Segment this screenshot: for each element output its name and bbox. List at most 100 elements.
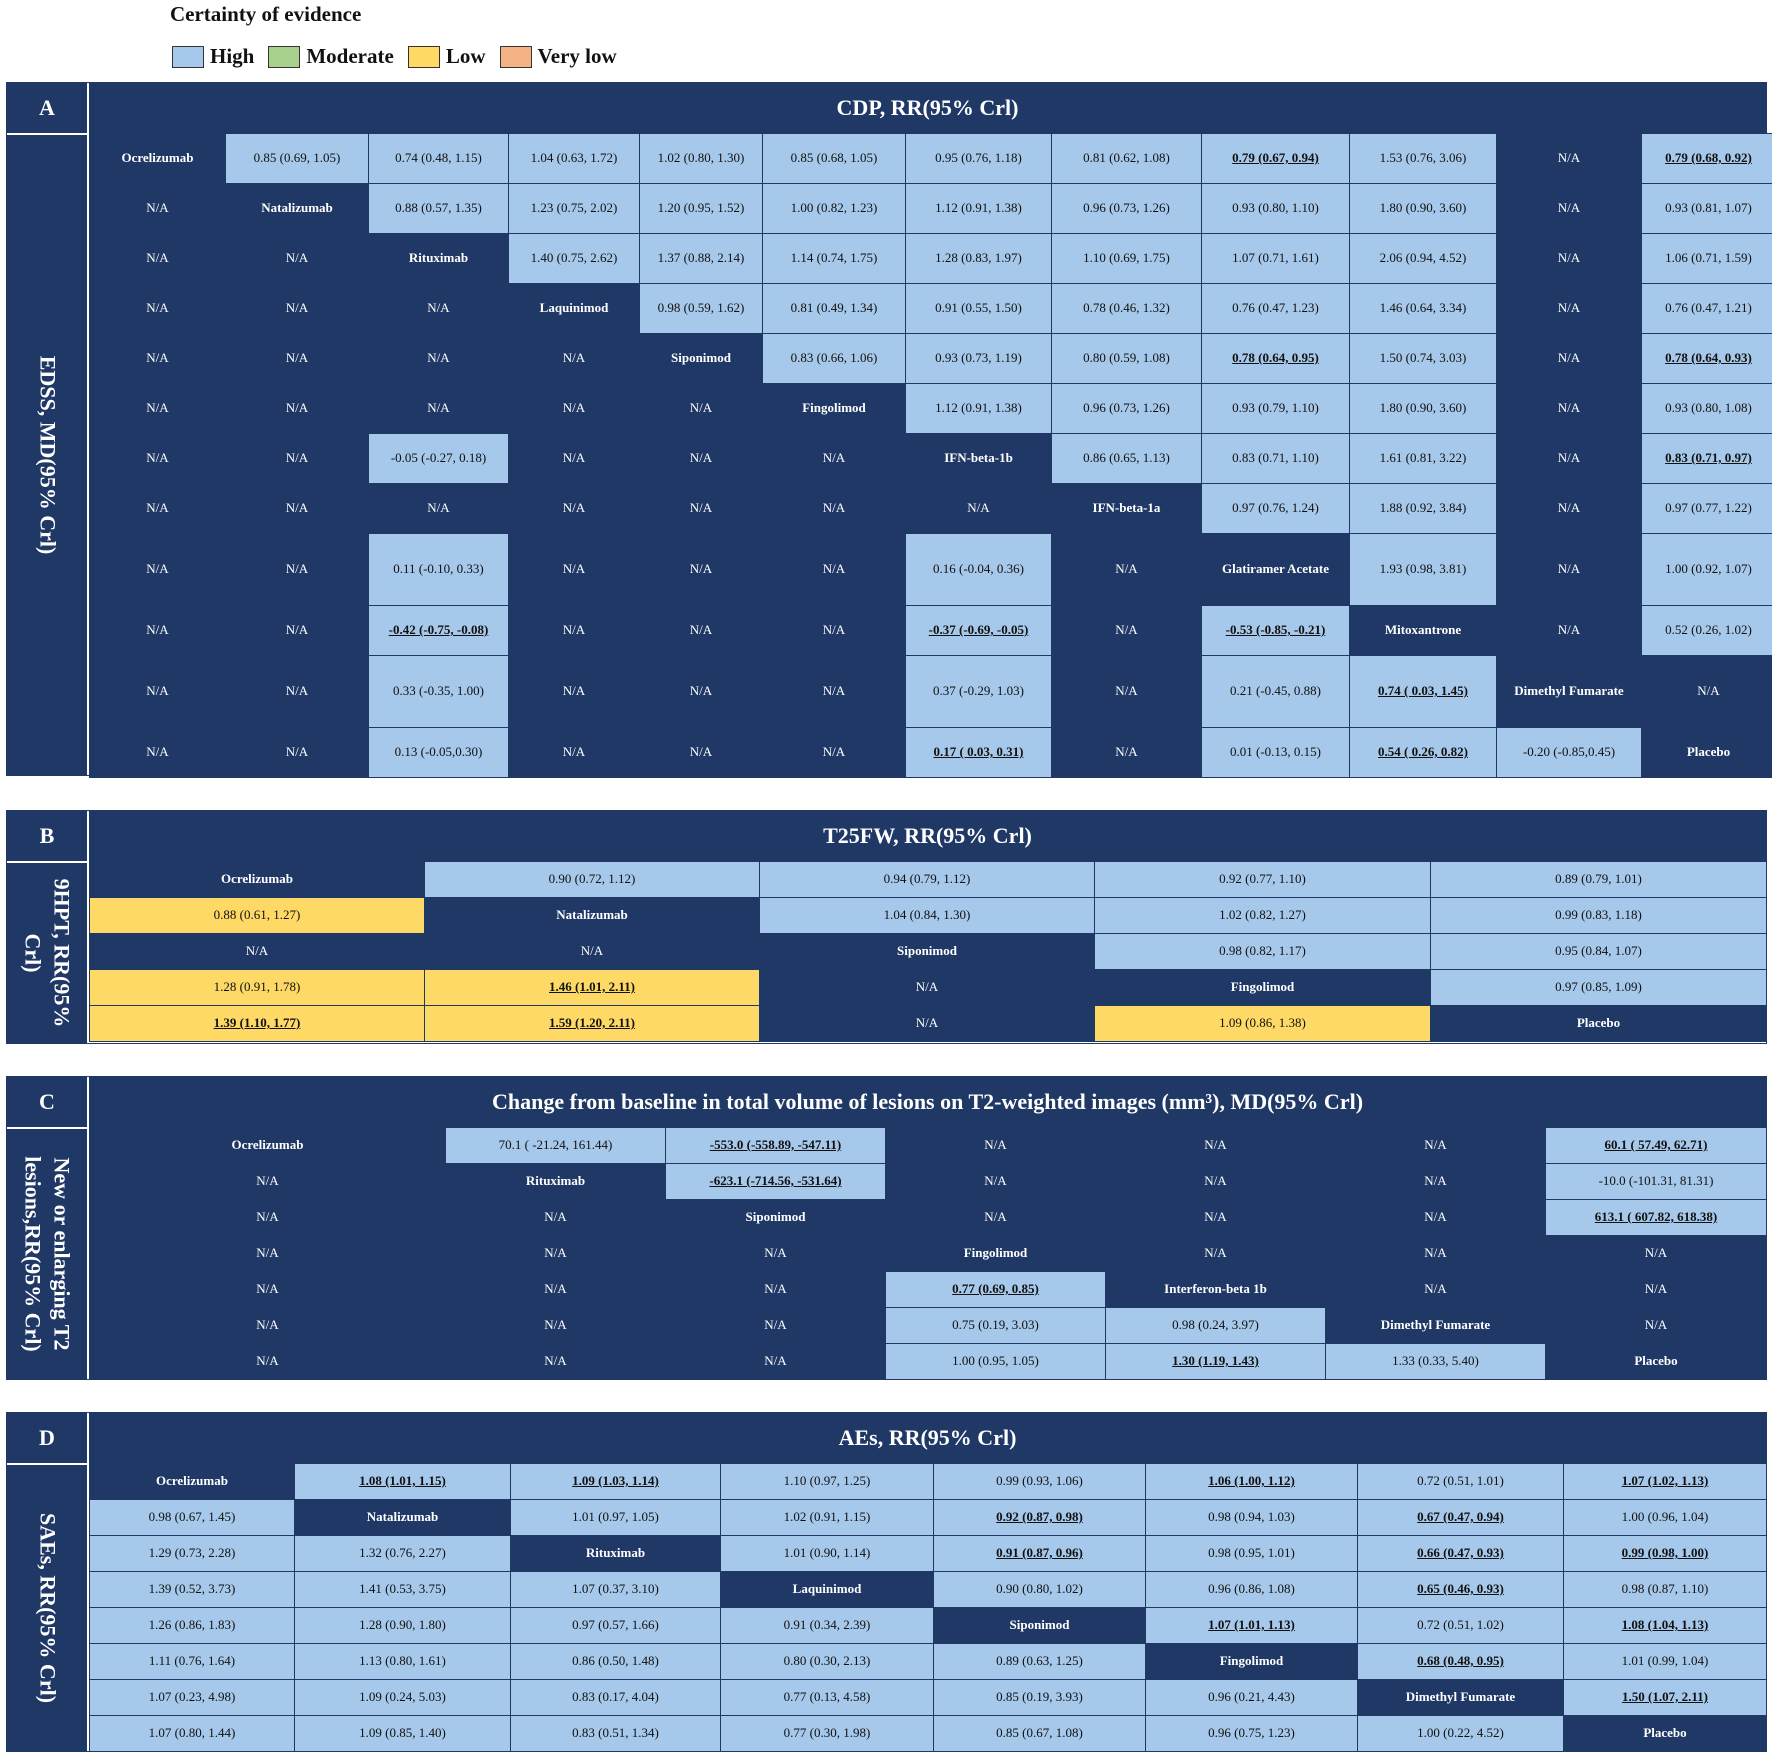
estimate-cell: 0.76 (0.47, 1.23) (1201, 283, 1350, 334)
estimate-cell: 1.12 (0.91, 1.38) (905, 183, 1052, 234)
estimate-cell: 0.80 (0.30, 2.13) (720, 1643, 934, 1680)
panel-c-row: N/A N/A N/A 1.00 (0.95, 1.05) 1.30 (1.19, 1.… (89, 1343, 1767, 1380)
estimate-cell: 1.26 (0.86, 1.83) (89, 1607, 295, 1644)
panel-c-row: N/A N/A Siponimod N/A N/A N/A 613.1 ( 607.82, … (89, 1199, 1767, 1236)
panel-a-letter: A (7, 83, 89, 133)
estimate-cell: -0.20 (-0.85,0.45) (1496, 727, 1642, 778)
na-cell: N/A (639, 605, 763, 656)
legend-item-low: Low (407, 44, 486, 69)
legend-swatch-low (407, 45, 440, 68)
panel-b-letter: B (7, 811, 89, 861)
estimate-cell: 1.01 (0.97, 1.05) (510, 1499, 721, 1536)
estimate-cell: 0.96 (0.21, 4.43) (1145, 1679, 1358, 1716)
panel-d-letter: D (7, 1413, 89, 1463)
treatment-label: Fingolimod (762, 383, 906, 434)
estimate-cell: -0.37 (-0.69, -0.05) (905, 605, 1052, 656)
estimate-cell: 1.28 (0.83, 1.97) (905, 233, 1052, 284)
legend-item-high: High (172, 44, 254, 69)
treatment-label: Dimethyl Fumarate (1496, 655, 1642, 728)
panel-b: B T25FW, RR(95% Crl) 9HPT, RR(95% Crl) O… (6, 810, 1767, 1044)
panel-b-row: 0.88 (0.61, 1.27) Natalizumab 1.04 (0.84, … (89, 897, 1767, 934)
panel-d-header: D AEs, RR(95% Crl) (7, 1413, 1766, 1463)
panel-d-side-text: SAEs, RR(95% Crl) (35, 1512, 61, 1704)
na-cell: N/A (1496, 183, 1642, 234)
na-cell: N/A (445, 1271, 666, 1308)
estimate-cell: 0.90 (0.80, 1.02) (933, 1571, 1146, 1608)
estimate-cell: -623.1 (-714.56, -531.64) (665, 1163, 886, 1200)
estimate-cell: 1.00 (0.22, 4.52) (1357, 1715, 1564, 1752)
na-cell: N/A (89, 1235, 446, 1272)
na-cell: N/A (445, 1199, 666, 1236)
na-cell: N/A (89, 483, 226, 534)
legend-title: Certainty of evidence (170, 2, 362, 26)
na-cell: N/A (89, 605, 226, 656)
estimate-cell: 1.06 (1.00, 1.12) (1145, 1463, 1358, 1500)
estimate-cell: 1.37 (0.88, 2.14) (639, 233, 763, 284)
treatment-label: Rituximab (445, 1163, 666, 1200)
estimate-cell: 1.07 (1.01, 1.13) (1145, 1607, 1358, 1644)
na-cell: N/A (1496, 533, 1642, 606)
na-cell: N/A (89, 233, 226, 284)
estimate-cell: 1.10 (0.97, 1.25) (720, 1463, 934, 1500)
panel-c-letter: C (7, 1077, 89, 1127)
panel-c-league-table: Ocrelizumab 70.1 ( -21.24, 161.44) -553.0 … (89, 1127, 1767, 1380)
panel-b-league-table: Ocrelizumab 0.90 (0.72, 1.12) 0.94 (0.79, … (89, 861, 1767, 1042)
treatment-label: Fingolimod (885, 1235, 1106, 1272)
na-cell: N/A (1545, 1235, 1767, 1272)
estimate-cell: 1.09 (0.86, 1.38) (1094, 1005, 1431, 1042)
panel-a-side-label: EDSS, MD(95% Crl) (7, 133, 89, 775)
estimate-cell: 0.54 ( 0.26, 0.82) (1349, 727, 1497, 778)
treatment-label: Siponimod (933, 1607, 1146, 1644)
treatment-label: Rituximab (510, 1535, 721, 1572)
estimate-cell: 0.83 (0.71, 1.10) (1201, 433, 1350, 484)
estimate-cell: 1.30 (1.19, 1.43) (1105, 1343, 1326, 1380)
legend-item-moderate: Moderate (268, 44, 394, 69)
estimate-cell: 1.39 (1.10, 1.77) (89, 1005, 425, 1042)
estimate-cell: 1.28 (0.90, 1.80) (294, 1607, 511, 1644)
na-cell: N/A (1325, 1271, 1546, 1308)
estimate-cell: 0.83 (0.51, 1.34) (510, 1715, 721, 1752)
panel-b-header: B T25FW, RR(95% Crl) (7, 811, 1766, 861)
estimate-cell: 0.99 (0.93, 1.06) (933, 1463, 1146, 1500)
estimate-cell: 1.01 (0.90, 1.14) (720, 1535, 934, 1572)
na-cell: N/A (762, 533, 906, 606)
estimate-cell: 0.85 (0.67, 1.08) (933, 1715, 1146, 1752)
estimate-cell: 0.98 (0.24, 3.97) (1105, 1307, 1326, 1344)
estimate-cell: 0.93 (0.81, 1.07) (1641, 183, 1772, 234)
panel-d-league-table: Ocrelizumab 1.08 (1.01, 1.15) 1.09 (1.03, … (89, 1463, 1767, 1752)
na-cell: N/A (1496, 483, 1642, 534)
estimate-cell: 1.10 (0.69, 1.75) (1051, 233, 1202, 284)
legend-label-very-low: Very low (537, 44, 617, 68)
na-cell: N/A (445, 1235, 666, 1272)
na-cell: N/A (89, 283, 226, 334)
panel-c-side-text: New or enlarging T2 lesions,RR(95% Crl) (21, 1156, 75, 1352)
estimate-cell: 0.75 (0.19, 3.03) (885, 1307, 1106, 1344)
estimate-cell: 0.74 (0.48, 1.15) (368, 133, 509, 184)
estimate-cell: 0.98 (0.67, 1.45) (89, 1499, 295, 1536)
estimate-cell: 1.00 (0.96, 1.04) (1563, 1499, 1767, 1536)
panel-c-title: Change from baseline in total volume of … (89, 1077, 1766, 1127)
estimate-cell: 1.20 (0.95, 1.52) (639, 183, 763, 234)
na-cell: N/A (1496, 605, 1642, 656)
estimate-cell: 0.21 (-0.45, 0.88) (1201, 655, 1350, 728)
na-cell: N/A (1051, 533, 1202, 606)
na-cell: N/A (665, 1271, 886, 1308)
na-cell: N/A (508, 483, 640, 534)
panel-b-row: Ocrelizumab 0.90 (0.72, 1.12) 0.94 (0.79, … (89, 861, 1767, 898)
na-cell: N/A (1496, 333, 1642, 384)
na-cell: N/A (1325, 1235, 1546, 1272)
na-cell: N/A (89, 1307, 446, 1344)
estimate-cell: 1.11 (0.76, 1.64) (89, 1643, 295, 1680)
na-cell: N/A (1325, 1163, 1546, 1200)
estimate-cell: 0.83 (0.17, 4.04) (510, 1679, 721, 1716)
na-cell: N/A (508, 727, 640, 778)
na-cell: N/A (89, 1163, 446, 1200)
na-cell: N/A (89, 433, 226, 484)
estimate-cell: 1.41 (0.53, 3.75) (294, 1571, 511, 1608)
panel-c-row: Ocrelizumab 70.1 ( -21.24, 161.44) -553.0 … (89, 1127, 1767, 1164)
na-cell: N/A (1496, 433, 1642, 484)
estimate-cell: 0.92 (0.87, 0.98) (933, 1499, 1146, 1536)
panel-a-row: N/A N/A 0.13 (-0.05,0.30) N/A N/A N/A 0.17 ( 0… (89, 727, 1772, 778)
estimate-cell: 0.83 (0.66, 1.06) (762, 333, 906, 384)
estimate-cell: 0.85 (0.68, 1.05) (762, 133, 906, 184)
